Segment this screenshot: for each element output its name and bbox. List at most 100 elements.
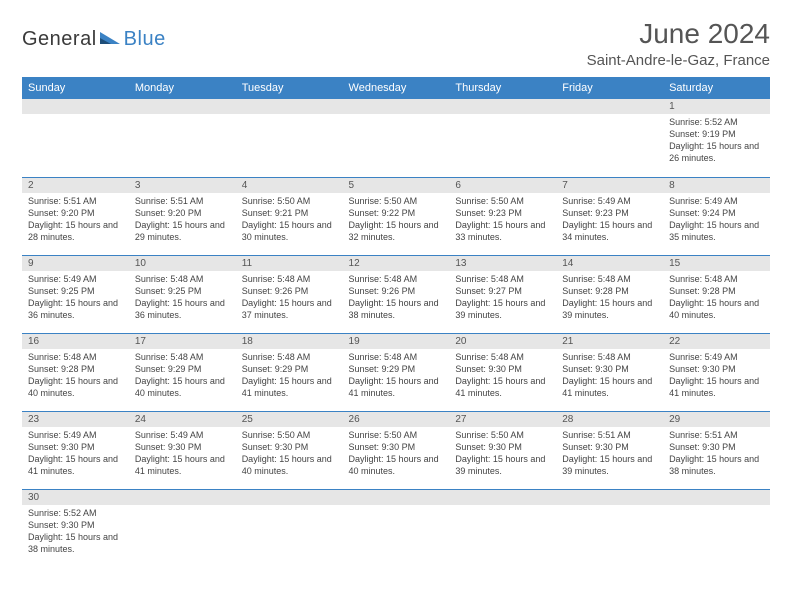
day-details: Sunrise: 5:48 AMSunset: 9:26 PMDaylight:… <box>343 271 450 326</box>
day-number-bar <box>129 99 236 114</box>
sunset-text: Sunset: 9:27 PM <box>455 285 550 297</box>
calendar-day-cell: 30Sunrise: 5:52 AMSunset: 9:30 PMDayligh… <box>22 489 129 567</box>
day-details: Sunrise: 5:48 AMSunset: 9:30 PMDaylight:… <box>449 349 556 404</box>
day-details: Sunrise: 5:48 AMSunset: 9:28 PMDaylight:… <box>663 271 770 326</box>
day-details: Sunrise: 5:49 AMSunset: 9:30 PMDaylight:… <box>22 427 129 482</box>
day-details: Sunrise: 5:52 AMSunset: 9:19 PMDaylight:… <box>663 114 770 169</box>
daylight-text: Daylight: 15 hours and 36 minutes. <box>135 297 230 321</box>
day-number: 23 <box>22 412 129 427</box>
sunset-text: Sunset: 9:30 PM <box>669 441 764 453</box>
calendar-table: Sunday Monday Tuesday Wednesday Thursday… <box>22 77 770 567</box>
day-details: Sunrise: 5:50 AMSunset: 9:30 PMDaylight:… <box>449 427 556 482</box>
day-number-bar <box>236 99 343 114</box>
calendar-day-cell: 12Sunrise: 5:48 AMSunset: 9:26 PMDayligh… <box>343 255 450 333</box>
daylight-text: Daylight: 15 hours and 40 minutes. <box>28 375 123 399</box>
day-details: Sunrise: 5:48 AMSunset: 9:27 PMDaylight:… <box>449 271 556 326</box>
calendar-day-cell: 26Sunrise: 5:50 AMSunset: 9:30 PMDayligh… <box>343 411 450 489</box>
calendar-day-cell <box>663 489 770 567</box>
sunset-text: Sunset: 9:30 PM <box>669 363 764 375</box>
calendar-day-cell: 29Sunrise: 5:51 AMSunset: 9:30 PMDayligh… <box>663 411 770 489</box>
daylight-text: Daylight: 15 hours and 39 minutes. <box>562 453 657 477</box>
daylight-text: Daylight: 15 hours and 41 minutes. <box>28 453 123 477</box>
calendar-week-row: 16Sunrise: 5:48 AMSunset: 9:28 PMDayligh… <box>22 333 770 411</box>
weekday-header: Friday <box>556 77 663 99</box>
day-details: Sunrise: 5:51 AMSunset: 9:20 PMDaylight:… <box>22 193 129 248</box>
weekday-header: Saturday <box>663 77 770 99</box>
sunset-text: Sunset: 9:30 PM <box>455 363 550 375</box>
daylight-text: Daylight: 15 hours and 29 minutes. <box>135 219 230 243</box>
day-number: 3 <box>129 178 236 193</box>
calendar-day-cell: 21Sunrise: 5:48 AMSunset: 9:30 PMDayligh… <box>556 333 663 411</box>
sunrise-text: Sunrise: 5:50 AM <box>349 195 444 207</box>
daylight-text: Daylight: 15 hours and 40 minutes. <box>242 453 337 477</box>
day-details: Sunrise: 5:48 AMSunset: 9:28 PMDaylight:… <box>556 271 663 326</box>
day-number: 24 <box>129 412 236 427</box>
weekday-header-row: Sunday Monday Tuesday Wednesday Thursday… <box>22 77 770 99</box>
sunrise-text: Sunrise: 5:50 AM <box>242 429 337 441</box>
sunset-text: Sunset: 9:30 PM <box>28 519 123 531</box>
calendar-day-cell: 2Sunrise: 5:51 AMSunset: 9:20 PMDaylight… <box>22 177 129 255</box>
day-number-bar <box>343 99 450 114</box>
day-number: 19 <box>343 334 450 349</box>
day-details: Sunrise: 5:50 AMSunset: 9:30 PMDaylight:… <box>236 427 343 482</box>
calendar-day-cell: 25Sunrise: 5:50 AMSunset: 9:30 PMDayligh… <box>236 411 343 489</box>
sunset-text: Sunset: 9:28 PM <box>562 285 657 297</box>
sunset-text: Sunset: 9:26 PM <box>349 285 444 297</box>
sunset-text: Sunset: 9:30 PM <box>135 441 230 453</box>
daylight-text: Daylight: 15 hours and 28 minutes. <box>28 219 123 243</box>
daylight-text: Daylight: 15 hours and 35 minutes. <box>669 219 764 243</box>
calendar-day-cell: 5Sunrise: 5:50 AMSunset: 9:22 PMDaylight… <box>343 177 450 255</box>
day-details: Sunrise: 5:48 AMSunset: 9:29 PMDaylight:… <box>236 349 343 404</box>
sunrise-text: Sunrise: 5:49 AM <box>28 429 123 441</box>
day-number: 10 <box>129 256 236 271</box>
calendar-day-cell: 14Sunrise: 5:48 AMSunset: 9:28 PMDayligh… <box>556 255 663 333</box>
sunset-text: Sunset: 9:29 PM <box>135 363 230 375</box>
calendar-week-row: 1Sunrise: 5:52 AMSunset: 9:19 PMDaylight… <box>22 99 770 177</box>
sunrise-text: Sunrise: 5:48 AM <box>242 273 337 285</box>
sunrise-text: Sunrise: 5:50 AM <box>242 195 337 207</box>
calendar-day-cell <box>449 489 556 567</box>
sunrise-text: Sunrise: 5:48 AM <box>455 273 550 285</box>
sunset-text: Sunset: 9:30 PM <box>349 441 444 453</box>
weekday-header: Sunday <box>22 77 129 99</box>
day-details: Sunrise: 5:51 AMSunset: 9:30 PMDaylight:… <box>556 427 663 482</box>
day-details: Sunrise: 5:49 AMSunset: 9:25 PMDaylight:… <box>22 271 129 326</box>
calendar-day-cell: 17Sunrise: 5:48 AMSunset: 9:29 PMDayligh… <box>129 333 236 411</box>
sunset-text: Sunset: 9:30 PM <box>455 441 550 453</box>
daylight-text: Daylight: 15 hours and 41 minutes. <box>349 375 444 399</box>
day-number: 28 <box>556 412 663 427</box>
daylight-text: Daylight: 15 hours and 39 minutes. <box>455 297 550 321</box>
sunrise-text: Sunrise: 5:48 AM <box>669 273 764 285</box>
calendar-day-cell <box>556 489 663 567</box>
month-title: June 2024 <box>587 18 770 50</box>
sunrise-text: Sunrise: 5:51 AM <box>28 195 123 207</box>
daylight-text: Daylight: 15 hours and 40 minutes. <box>669 297 764 321</box>
calendar-week-row: 9Sunrise: 5:49 AMSunset: 9:25 PMDaylight… <box>22 255 770 333</box>
sunrise-text: Sunrise: 5:49 AM <box>135 429 230 441</box>
sunset-text: Sunset: 9:29 PM <box>242 363 337 375</box>
sunset-text: Sunset: 9:20 PM <box>135 207 230 219</box>
day-number: 5 <box>343 178 450 193</box>
sunset-text: Sunset: 9:26 PM <box>242 285 337 297</box>
day-number-bar <box>449 490 556 505</box>
daylight-text: Daylight: 15 hours and 33 minutes. <box>455 219 550 243</box>
calendar-day-cell: 9Sunrise: 5:49 AMSunset: 9:25 PMDaylight… <box>22 255 129 333</box>
daylight-text: Daylight: 15 hours and 41 minutes. <box>135 453 230 477</box>
calendar-day-cell: 23Sunrise: 5:49 AMSunset: 9:30 PMDayligh… <box>22 411 129 489</box>
logo: General Blue <box>22 28 166 51</box>
daylight-text: Daylight: 15 hours and 40 minutes. <box>135 375 230 399</box>
sunset-text: Sunset: 9:28 PM <box>28 363 123 375</box>
header: General Blue June 2024 Saint-Andre-le-Ga… <box>22 18 770 69</box>
day-number: 7 <box>556 178 663 193</box>
daylight-text: Daylight: 15 hours and 39 minutes. <box>562 297 657 321</box>
location-text: Saint-Andre-le-Gaz, France <box>587 52 770 69</box>
day-number: 11 <box>236 256 343 271</box>
day-number: 6 <box>449 178 556 193</box>
day-number: 30 <box>22 490 129 505</box>
daylight-text: Daylight: 15 hours and 41 minutes. <box>562 375 657 399</box>
day-number-bar <box>556 99 663 114</box>
day-details: Sunrise: 5:51 AMSunset: 9:30 PMDaylight:… <box>663 427 770 482</box>
weekday-header: Tuesday <box>236 77 343 99</box>
day-details: Sunrise: 5:50 AMSunset: 9:23 PMDaylight:… <box>449 193 556 248</box>
day-details: Sunrise: 5:49 AMSunset: 9:30 PMDaylight:… <box>129 427 236 482</box>
